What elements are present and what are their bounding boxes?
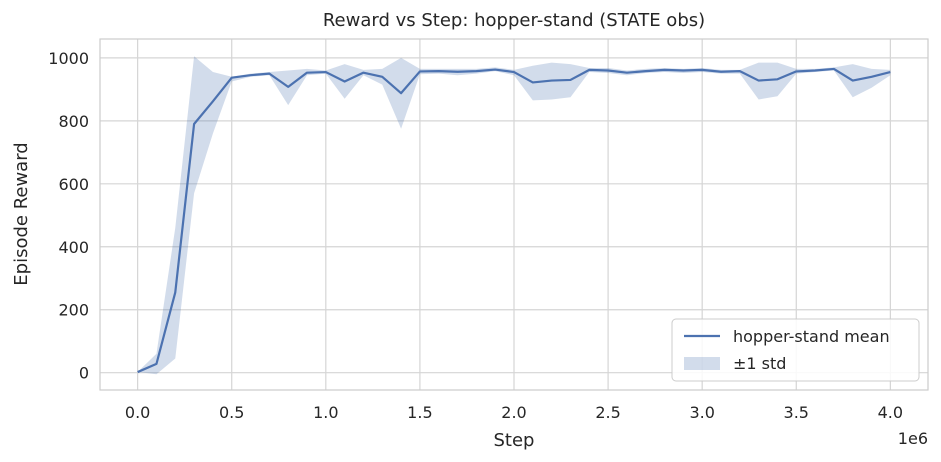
chart-title: Reward vs Step: hopper-stand (STATE obs) bbox=[323, 10, 705, 31]
legend-mean-label: hopper-stand mean bbox=[733, 327, 890, 346]
legend-std-swatch bbox=[684, 357, 720, 370]
plot-frame bbox=[99, 38, 929, 391]
mean-line bbox=[137, 67, 891, 374]
y-tick-label: 200 bbox=[58, 301, 89, 320]
y-tick-label: 0 bbox=[79, 364, 89, 383]
x-tick-label: 2.0 bbox=[501, 403, 526, 422]
x-tick-label: 0.5 bbox=[219, 403, 244, 422]
y-tick-labels: 0 200 400 600 800 1000 bbox=[48, 49, 89, 383]
legend: hopper-stand mean ±1 std bbox=[671, 318, 920, 382]
y-tick-label: 600 bbox=[58, 175, 89, 194]
legend-box bbox=[671, 318, 920, 382]
mean-line-layer bbox=[137, 67, 891, 374]
std-band bbox=[137, 56, 891, 375]
x-tick-label: 1.0 bbox=[313, 403, 338, 422]
y-axis-label: Episode Reward bbox=[11, 142, 32, 285]
std-band-layer bbox=[137, 56, 891, 375]
x-tick-labels: 0.0 0.5 1.0 1.5 2.0 2.5 3.0 3.5 4.0 bbox=[125, 403, 903, 422]
y-tick-label: 800 bbox=[58, 112, 89, 131]
y-tick-label: 400 bbox=[58, 238, 89, 257]
x-tick-label: 3.0 bbox=[689, 403, 714, 422]
x-tick-label: 2.5 bbox=[595, 403, 620, 422]
x-axis-label: Step bbox=[494, 430, 535, 451]
x-axis-multiplier: 1e6 bbox=[898, 429, 928, 448]
x-tick-label: 4.0 bbox=[878, 403, 903, 422]
legend-std-label: ±1 std bbox=[733, 354, 786, 373]
x-tick-label: 1.5 bbox=[407, 403, 432, 422]
y-tick-label: 1000 bbox=[48, 49, 89, 68]
x-tick-label: 0.0 bbox=[125, 403, 150, 422]
x-tick-label: 3.5 bbox=[784, 403, 809, 422]
